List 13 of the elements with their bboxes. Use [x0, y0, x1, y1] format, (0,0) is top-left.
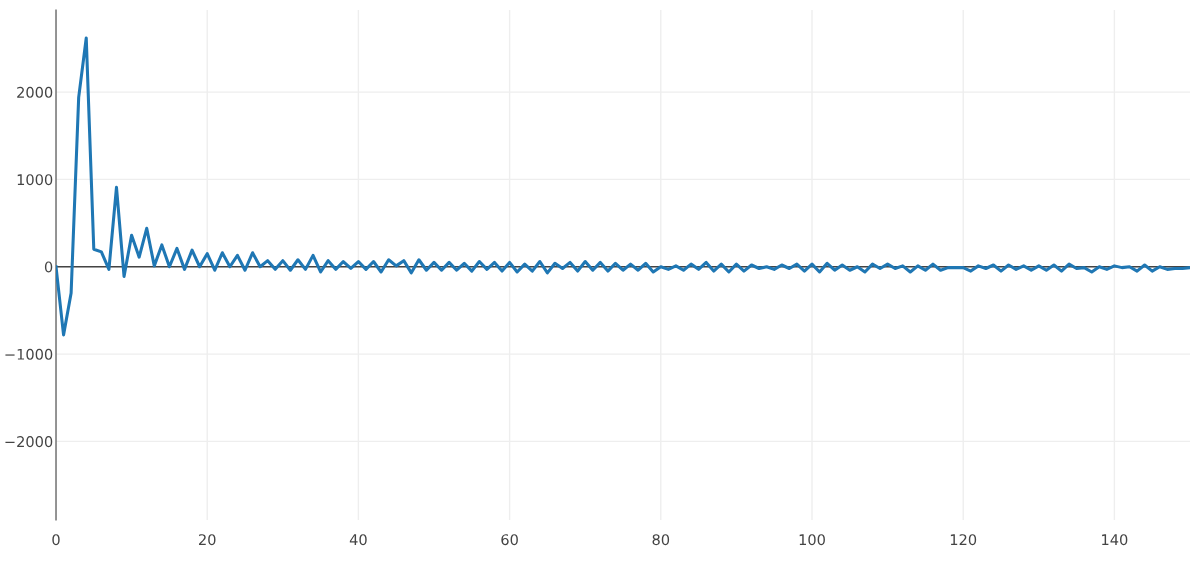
x-tick-label: 80	[652, 534, 670, 546]
line-series	[56, 36, 1190, 337]
y-tick-label: 2000	[17, 86, 53, 98]
y-tick-label: 1000	[17, 174, 53, 186]
y-tick-label: 0	[44, 261, 53, 273]
x-tick-label: 20	[198, 534, 216, 546]
x-tick-label: 100	[799, 534, 825, 546]
x-tick-label: 60	[501, 534, 518, 546]
x-tick-label: 140	[1102, 534, 1128, 546]
x-tick-label: 40	[349, 534, 367, 546]
x-tick-label: 120	[950, 534, 977, 546]
y-tick-label: −1000	[5, 348, 53, 360]
y-tick-label: −2000	[5, 436, 53, 448]
